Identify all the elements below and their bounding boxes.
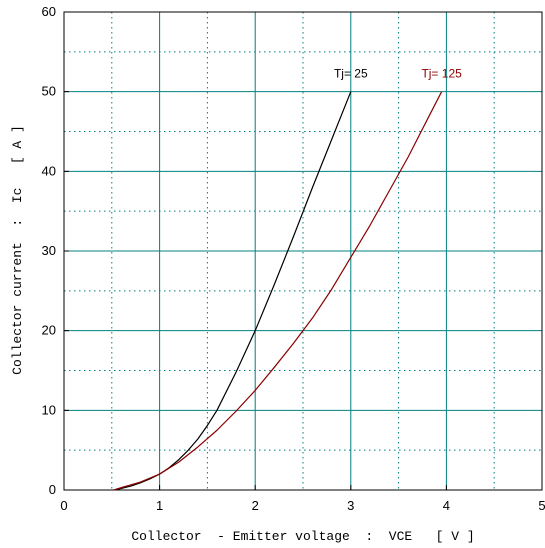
x-tick-label: 0 [60, 498, 67, 513]
y-tick-label: 0 [49, 482, 56, 497]
y-tick-label: 60 [42, 4, 56, 19]
x-axis-title: Collector - Emitter voltage : VCE [ V ] [131, 529, 474, 544]
x-tick-label: 3 [347, 498, 354, 513]
y-tick-label: 20 [42, 323, 56, 338]
series-label-2: Tj= 125 [421, 67, 462, 81]
x-tick-label: 5 [538, 498, 545, 513]
x-axis-ticks: 0 1 2 3 4 5 [60, 485, 545, 513]
y-axis-ticks: 0 10 20 30 40 50 60 [42, 4, 69, 497]
series-label-1: Tj= 25 [334, 67, 368, 81]
y-tick-label: 50 [42, 84, 56, 99]
y-axis-title: Collector current : Ic [ A ] [10, 125, 25, 375]
series-lines [113, 91, 443, 491]
y-tick-label: 40 [42, 163, 56, 178]
series-labels: Tj= 25 Tj= 125 [334, 67, 462, 81]
x-tick-label: 4 [443, 498, 450, 513]
y-tick-label: 30 [42, 243, 56, 258]
x-tick-label: 1 [156, 498, 163, 513]
series-line-2 [113, 91, 443, 491]
y-tick-label: 10 [42, 402, 56, 417]
x-tick-label: 2 [252, 498, 259, 513]
series-line-1 [113, 91, 352, 491]
